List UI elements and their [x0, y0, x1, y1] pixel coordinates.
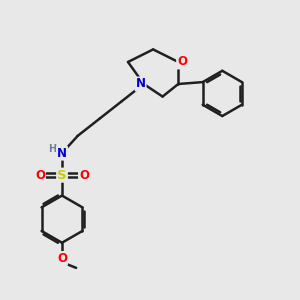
Text: O: O: [35, 169, 45, 182]
Text: O: O: [79, 169, 89, 182]
Text: N: N: [57, 147, 67, 160]
Text: O: O: [177, 56, 187, 68]
Text: N: N: [136, 77, 146, 91]
Text: S: S: [57, 169, 67, 182]
Text: H: H: [48, 144, 56, 154]
Text: O: O: [57, 252, 67, 265]
